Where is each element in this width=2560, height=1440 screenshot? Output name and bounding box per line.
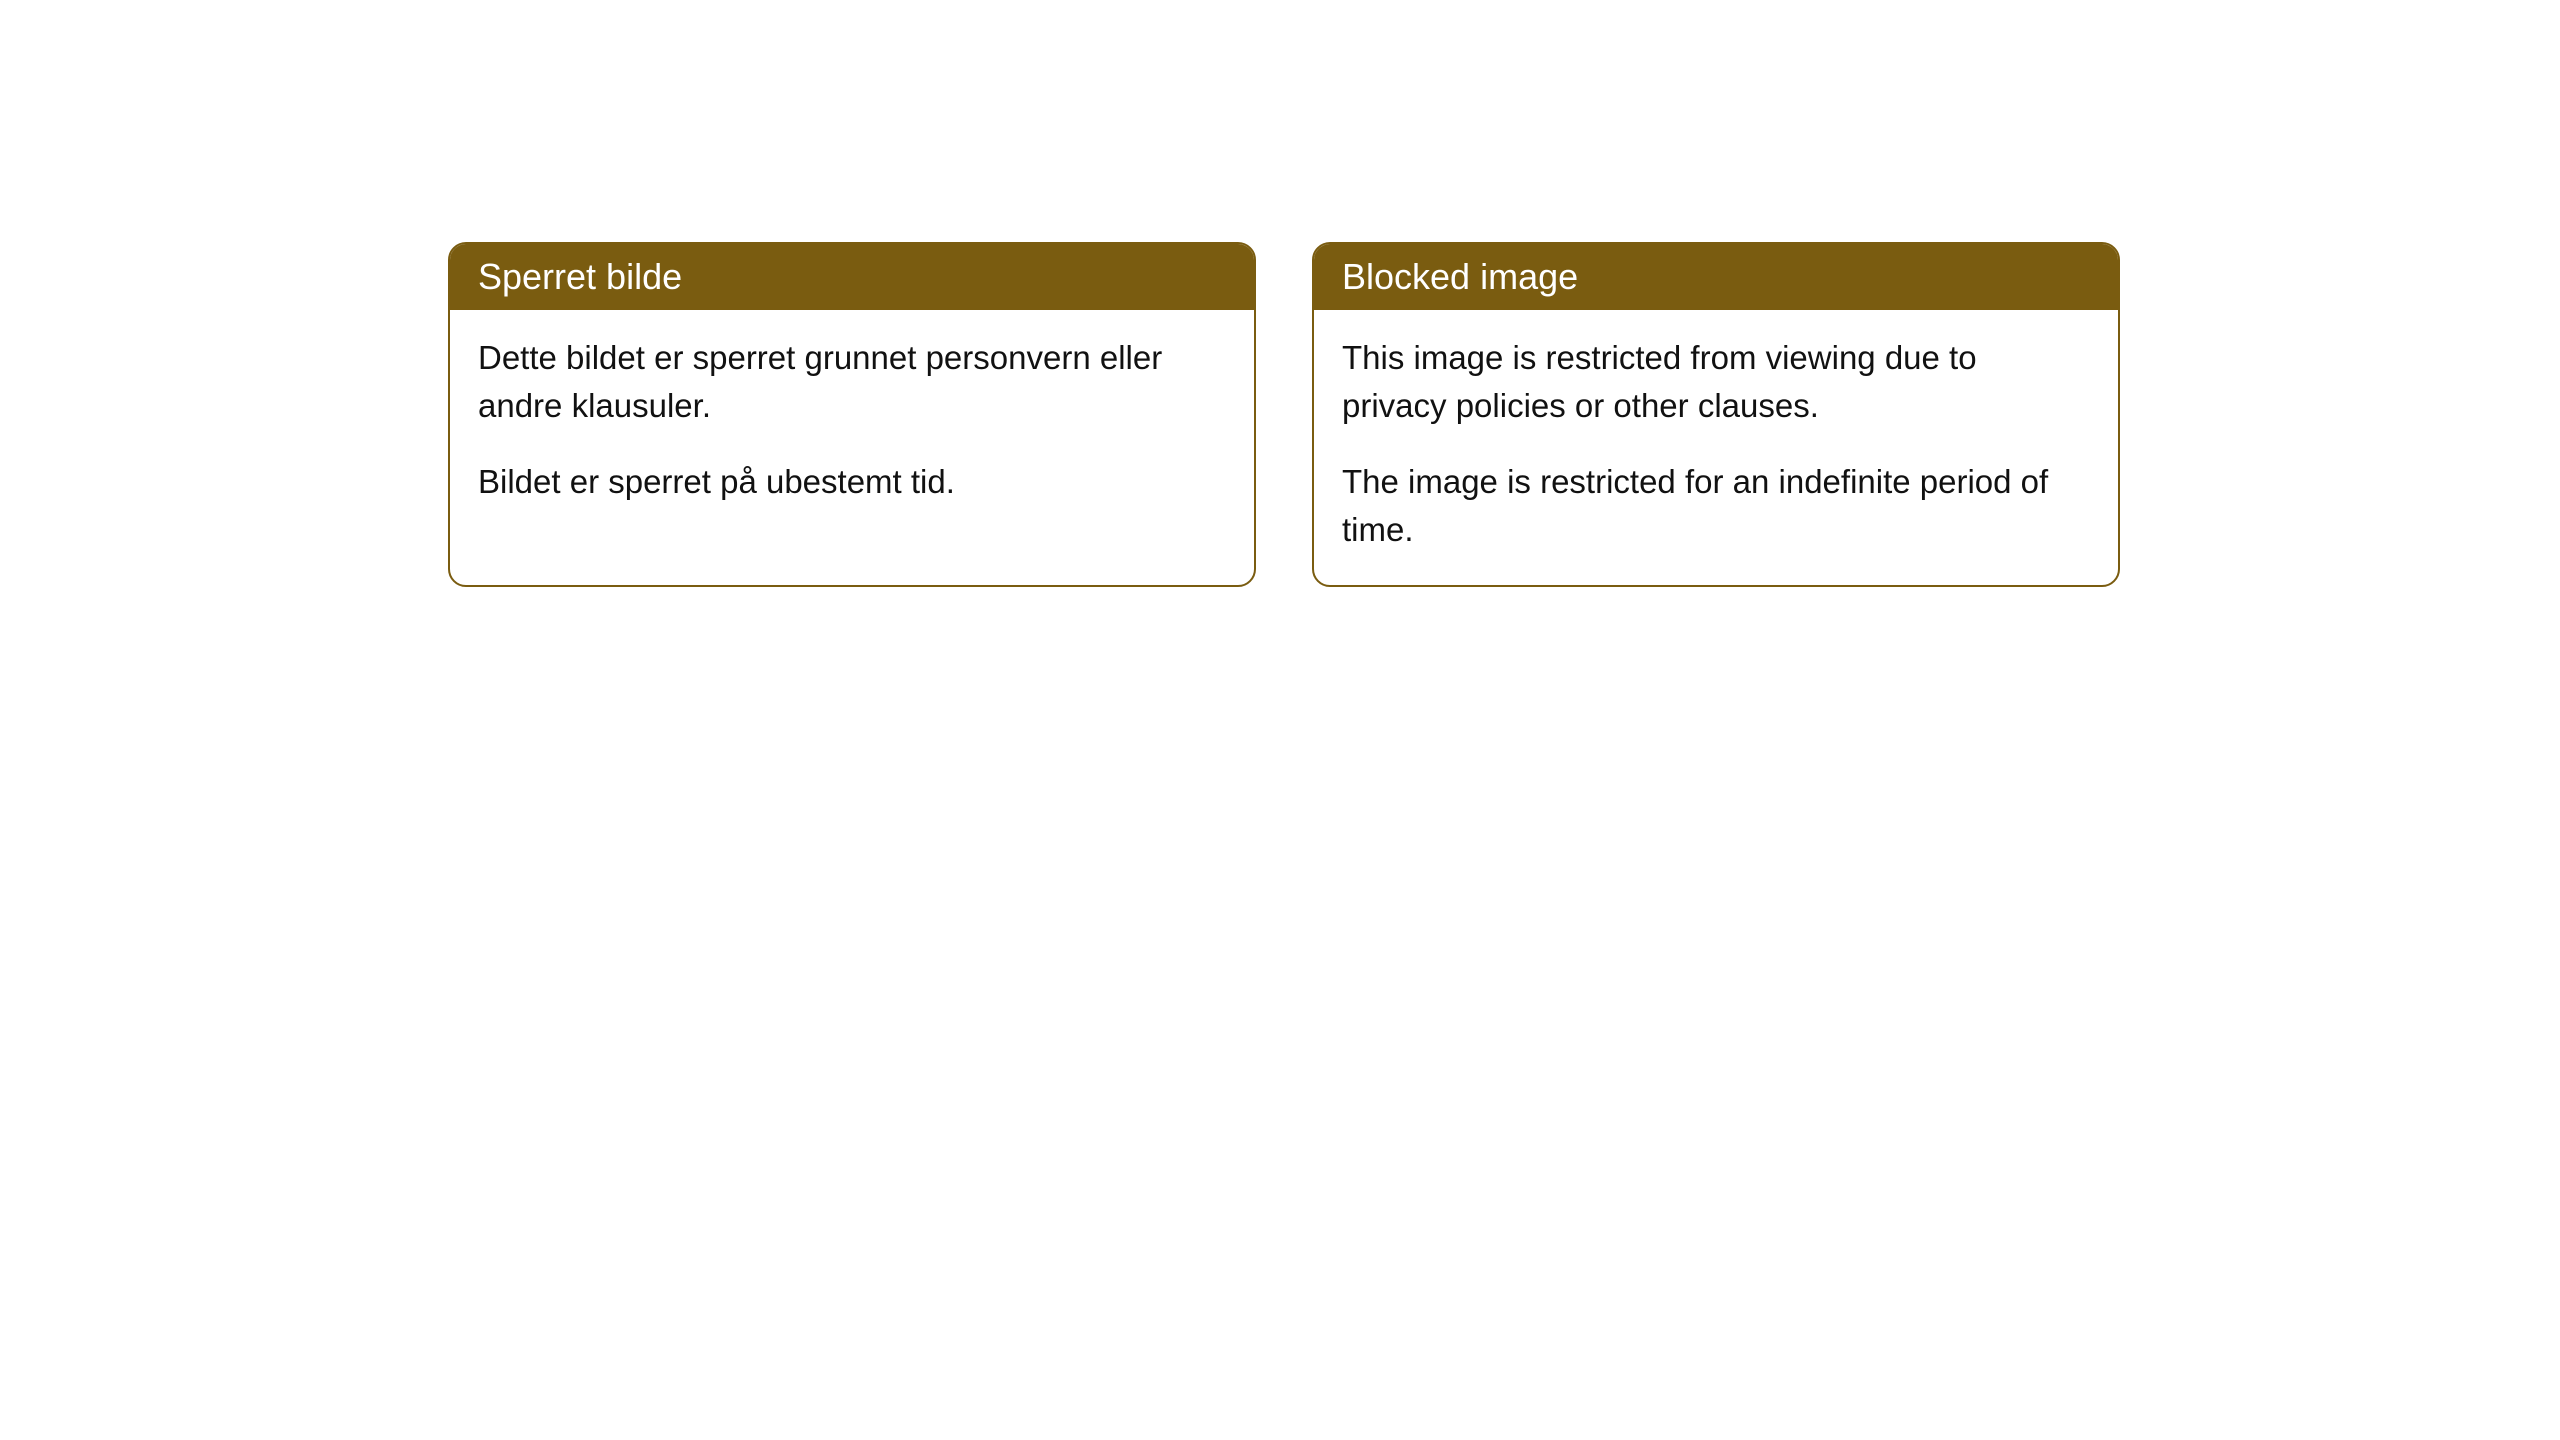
notice-para2-norwegian: Bildet er sperret på ubestemt tid. xyxy=(478,458,1226,506)
notice-card-norwegian: Sperret bilde Dette bildet er sperret gr… xyxy=(448,242,1256,587)
notice-body-norwegian: Dette bildet er sperret grunnet personve… xyxy=(450,310,1254,538)
notice-header-norwegian: Sperret bilde xyxy=(450,244,1254,310)
notice-title-english: Blocked image xyxy=(1342,256,1578,297)
notice-para1-english: This image is restricted from viewing du… xyxy=(1342,334,2090,430)
notice-body-english: This image is restricted from viewing du… xyxy=(1314,310,2118,585)
notice-header-english: Blocked image xyxy=(1314,244,2118,310)
notice-card-english: Blocked image This image is restricted f… xyxy=(1312,242,2120,587)
notice-title-norwegian: Sperret bilde xyxy=(478,256,682,297)
notice-container: Sperret bilde Dette bildet er sperret gr… xyxy=(448,242,2120,587)
notice-para1-norwegian: Dette bildet er sperret grunnet personve… xyxy=(478,334,1226,430)
notice-para2-english: The image is restricted for an indefinit… xyxy=(1342,458,2090,554)
